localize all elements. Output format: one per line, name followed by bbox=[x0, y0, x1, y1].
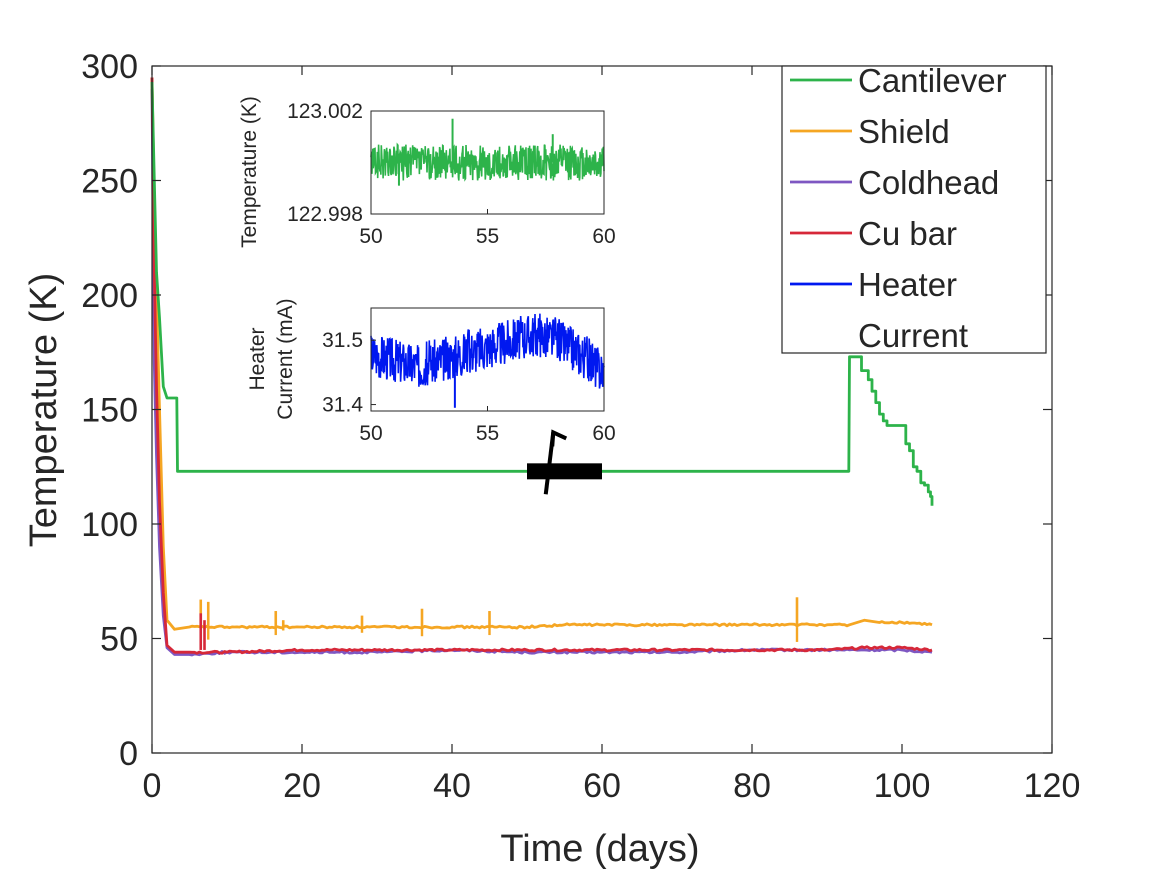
y-tick-label: 100 bbox=[81, 506, 138, 544]
x-tick-label: 20 bbox=[283, 767, 321, 805]
legend: Cantilever Shield Coldhead Cu bar Heater Curr… bbox=[781, 62, 1047, 354]
time-window-marker bbox=[527, 463, 602, 480]
x-axis-label: Time (days) bbox=[500, 828, 699, 870]
x-tick-label: 100 bbox=[874, 767, 931, 805]
inset-current-ticks: 50 55 60 31.4 31.5 bbox=[322, 329, 616, 445]
legend-entry-label: Heater bbox=[858, 266, 957, 303]
x-tick-label: 40 bbox=[433, 767, 471, 805]
x-tick-label: 0 bbox=[143, 767, 162, 805]
inset-x-tick-label: 60 bbox=[592, 225, 615, 248]
main-axis-ticks: 0 20 40 60 80 100 120 0 50 100 150 200 250 300 bbox=[81, 48, 1080, 805]
inset-temperature-ticks: 50 55 60 122.998 123.002 bbox=[287, 100, 616, 248]
legend-box bbox=[781, 65, 1047, 354]
legend-entry-label: Coldhead bbox=[858, 164, 999, 201]
inset-series-line bbox=[370, 142, 605, 182]
arrow-head bbox=[550, 429, 568, 447]
inset-current-ylabel-line1: Heater bbox=[246, 327, 269, 390]
inset-temperature-ylabel: Temperature (K) bbox=[238, 96, 261, 248]
inset-y-tick-label: 122.998 bbox=[287, 203, 363, 226]
series-line-cantilever bbox=[150, 81, 934, 506]
main-annotations bbox=[527, 429, 602, 495]
legend-entry-label: Shield bbox=[858, 113, 950, 150]
inset-y-tick-label: 31.4 bbox=[322, 394, 363, 417]
inset-x-tick-label: 50 bbox=[359, 225, 382, 248]
series-line-shield bbox=[150, 77, 933, 631]
y-axis-label: Temperature (K) bbox=[23, 273, 65, 548]
y-tick-label: 150 bbox=[81, 392, 138, 430]
inset-x-tick-label: 60 bbox=[592, 422, 615, 445]
legend-entry-label: Cantilever bbox=[858, 62, 1007, 99]
inset-y-tick-label: 123.002 bbox=[287, 100, 363, 123]
y-tick-label: 50 bbox=[100, 621, 138, 659]
inset-series-line bbox=[370, 313, 605, 389]
inset-current-ylabel-line2: Current (mA) bbox=[274, 298, 297, 419]
legend-entry-label: Cu bar bbox=[858, 215, 957, 252]
y-tick-label: 250 bbox=[81, 163, 138, 201]
y-tick-label: 300 bbox=[81, 48, 138, 86]
y-tick-label: 200 bbox=[81, 277, 138, 315]
legend-entry-label: Current bbox=[858, 317, 968, 354]
x-tick-label: 120 bbox=[1024, 767, 1081, 805]
main-plot-series bbox=[150, 77, 934, 657]
series-line-cu-bar bbox=[150, 77, 933, 655]
x-tick-label: 60 bbox=[583, 767, 621, 805]
inset-current-series bbox=[370, 313, 605, 408]
x-tick-label: 80 bbox=[733, 767, 771, 805]
inset-x-tick-label: 55 bbox=[476, 225, 499, 248]
inset-temperature-series bbox=[370, 118, 605, 186]
y-tick-label: 0 bbox=[119, 735, 138, 773]
inset-x-tick-label: 55 bbox=[476, 422, 499, 445]
inset-x-tick-label: 50 bbox=[359, 422, 382, 445]
inset-y-tick-label: 31.5 bbox=[322, 329, 363, 352]
